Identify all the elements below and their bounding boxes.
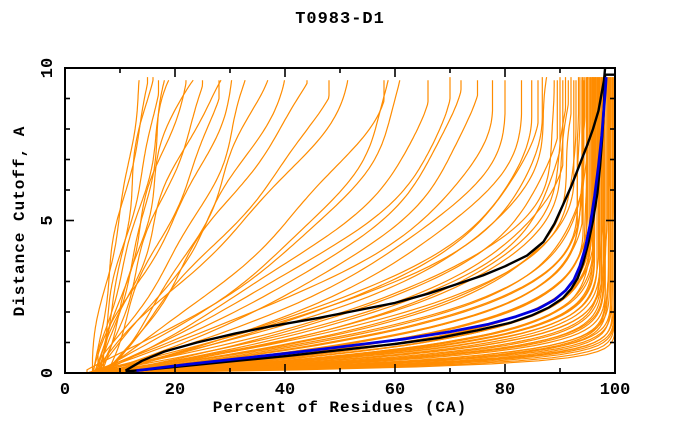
prediction-curve [103,80,583,374]
x-tick-label: 60 [385,381,405,400]
x-tick-label: 100 [600,381,631,400]
prediction-curve [98,80,204,374]
model-black-upper-curve [124,67,607,372]
prediction-curve [94,77,613,374]
prediction-curve [102,80,389,373]
prediction-curve [92,77,451,374]
prediction-curve [86,77,543,374]
prediction-curve [91,80,140,373]
prediction-curve [87,80,462,374]
axis-ticks [64,67,616,374]
prediction-curve [99,80,479,374]
notable-curves [124,67,615,373]
x-tick-label: 20 [165,381,185,400]
prediction-curve [92,77,149,374]
prediction-curve [92,80,494,374]
model-blue-curve [136,77,608,372]
y-tick-label: 5 [39,215,58,225]
chart-title: T0983-D1 [295,10,385,29]
prediction-curve [87,77,601,374]
prediction-curve [102,80,165,373]
prediction-curve [106,77,584,374]
prediction-curve [94,80,569,374]
prediction-curve [97,80,246,373]
prediction-curve [93,77,610,374]
y-axis-label-text: Distance Cutoff, A [11,125,29,317]
prediction-curve [103,80,575,374]
prediction-curve [97,80,506,374]
prediction-curve [106,80,220,374]
prediction-curve [110,77,612,374]
x-tick-label: 80 [495,381,515,400]
prediction-curve [86,77,599,374]
x-tick-label: 0 [60,381,70,400]
y-tick-label: 10 [39,58,58,78]
prediction-curve [111,77,567,374]
prediction-curve [109,80,523,374]
prediction-curve [104,77,612,374]
prediction-curve [86,80,401,373]
prediction-curve [104,80,308,374]
prediction-curve [97,77,581,374]
prediction-curve [94,77,596,374]
prediction-curve [92,77,580,374]
prediction-curve [98,80,429,374]
prediction-curve [103,80,330,374]
x-tick-label: 40 [275,381,295,400]
prediction-curve [97,80,585,374]
prediction-curve [93,79,222,374]
prediction-curve [102,79,194,373]
prediction-curve [108,80,558,374]
prediction-curve [97,77,606,374]
prediction-curves [86,77,616,374]
prediction-curve [86,80,555,374]
prediction-curve [97,77,154,374]
prediction-curve [92,80,564,374]
prediction-curve [101,77,589,374]
prediction-curve [93,80,349,374]
prediction-curve [115,77,614,374]
x-tick-labels: 0 20 40 60 80 100 [60,381,630,400]
x-axis-label: Percent of Residues (CA) [212,399,468,417]
prediction-curve [98,80,385,374]
prediction-curve [97,79,170,373]
prediction-curve [97,80,577,374]
y-tick-labels: 0 5 10 [39,58,58,378]
prediction-curve [103,80,533,374]
y-tick-label: 0 [39,368,58,378]
prediction-curve [91,80,233,374]
prediction-curve [102,77,561,374]
prediction-curve [109,77,608,374]
prediction-curve [97,77,588,374]
